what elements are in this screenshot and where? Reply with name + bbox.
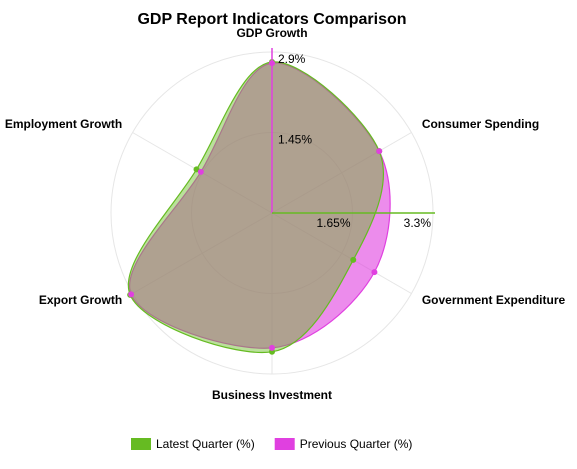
- y2-tick-label: 3.3%: [404, 216, 432, 230]
- data-point: [269, 344, 275, 351]
- data-point: [197, 168, 204, 175]
- legend-label: Latest Quarter (%): [156, 437, 255, 451]
- y-tick-label: 2.9%: [278, 52, 306, 66]
- axis-label: Business Investment: [212, 388, 332, 402]
- legend-swatch: [131, 438, 151, 450]
- axis-label: Government Expenditure: [422, 293, 566, 307]
- axis-label: GDP Growth: [236, 26, 307, 40]
- chart-title: GDP Report Indicators Comparison: [137, 11, 406, 28]
- data-point: [128, 291, 135, 298]
- data-point: [350, 256, 357, 263]
- axis-label: Employment Growth: [5, 117, 122, 131]
- legend-label: Previous Quarter (%): [300, 437, 413, 451]
- y2-tick-label: 1.65%: [316, 216, 350, 230]
- legend-swatch: [274, 438, 295, 450]
- y-tick-label: 1.45%: [278, 133, 312, 147]
- data-point: [376, 148, 383, 155]
- axis-label: Consumer Spending: [422, 117, 539, 131]
- axis-label: Export Growth: [39, 293, 122, 307]
- data-point: [371, 269, 378, 276]
